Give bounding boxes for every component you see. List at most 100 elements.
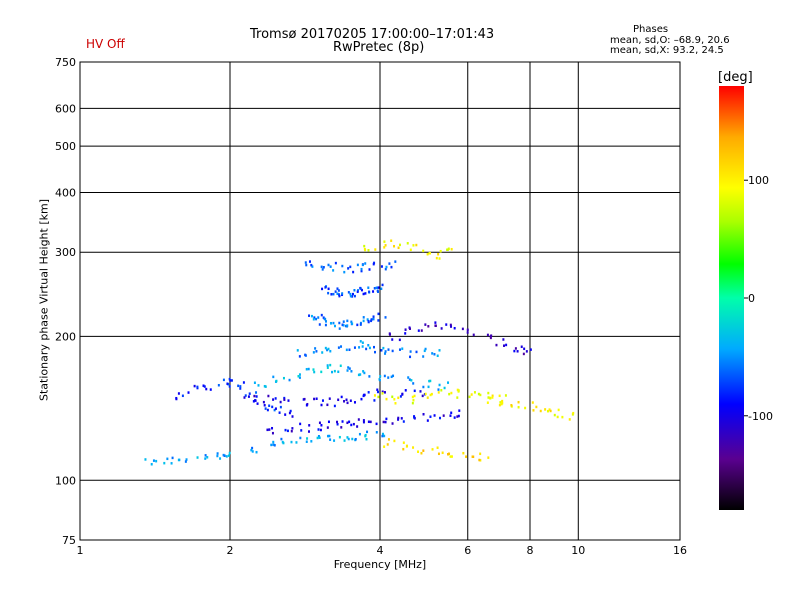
echo-point bbox=[380, 349, 383, 352]
echo-point bbox=[178, 458, 181, 462]
echo-point bbox=[307, 367, 310, 371]
echo-point bbox=[382, 346, 385, 350]
echo-point bbox=[326, 348, 329, 352]
echo-point bbox=[255, 450, 258, 454]
echo-point bbox=[359, 287, 362, 290]
echo-point bbox=[326, 366, 329, 369]
echo-point bbox=[499, 401, 502, 404]
echo-point bbox=[422, 385, 425, 389]
echo-point bbox=[290, 440, 293, 444]
echo-point bbox=[426, 419, 429, 422]
echo-point bbox=[340, 345, 343, 348]
echo-point bbox=[447, 381, 450, 384]
x-tick-label: 8 bbox=[527, 544, 534, 557]
echo-point bbox=[448, 392, 451, 396]
echo-point bbox=[326, 403, 329, 407]
echo-point bbox=[359, 373, 362, 376]
echo-point bbox=[362, 292, 365, 296]
echo-point bbox=[358, 432, 361, 436]
echo-point bbox=[368, 375, 371, 378]
echo-point bbox=[216, 452, 219, 455]
echo-point bbox=[375, 422, 378, 426]
echo-point bbox=[193, 384, 196, 388]
echo-point bbox=[345, 348, 348, 352]
echo-point bbox=[320, 313, 323, 317]
echo-point bbox=[352, 270, 355, 274]
echo-point bbox=[360, 288, 363, 292]
echo-point bbox=[351, 437, 354, 441]
echo-point bbox=[333, 369, 336, 373]
echo-point bbox=[370, 318, 373, 321]
echo-point bbox=[449, 323, 452, 327]
x-tick-label: 4 bbox=[377, 544, 384, 557]
echo-point bbox=[308, 260, 311, 263]
echo-point bbox=[204, 457, 207, 460]
echo-point bbox=[155, 459, 158, 463]
echo-point bbox=[362, 370, 365, 373]
echo-point bbox=[478, 458, 481, 462]
echo-point bbox=[434, 324, 437, 327]
echo-point bbox=[400, 417, 403, 420]
echo-point bbox=[436, 354, 439, 358]
echo-point bbox=[327, 291, 330, 295]
echo-point bbox=[338, 294, 341, 298]
echo-point bbox=[368, 346, 371, 350]
echo-point bbox=[206, 456, 209, 459]
echo-point bbox=[413, 394, 416, 398]
echo-point bbox=[375, 431, 378, 434]
echo-point bbox=[549, 409, 552, 413]
echo-point bbox=[420, 329, 423, 332]
echo-point bbox=[409, 350, 412, 353]
echo-point bbox=[384, 316, 387, 319]
echo-point bbox=[348, 420, 351, 424]
y-tick-labels: 75 100 200 300 400 500 600 750 bbox=[55, 56, 76, 547]
echo-point bbox=[345, 324, 348, 328]
echo-point bbox=[252, 400, 255, 403]
echo-point bbox=[332, 292, 335, 296]
echo-point bbox=[262, 400, 265, 404]
echo-point bbox=[283, 396, 286, 400]
echo-point bbox=[337, 346, 340, 349]
echo-point bbox=[501, 401, 504, 405]
echo-point bbox=[196, 385, 199, 389]
echo-point bbox=[337, 398, 340, 402]
echo-point bbox=[556, 415, 559, 419]
echo-point bbox=[368, 290, 371, 294]
echo-point bbox=[364, 292, 367, 295]
y-tick-label: 75 bbox=[62, 534, 76, 547]
echo-point bbox=[479, 459, 482, 462]
echo-point bbox=[407, 376, 410, 379]
echo-point bbox=[384, 244, 387, 247]
echo-point bbox=[271, 426, 274, 430]
echo-point bbox=[298, 373, 301, 376]
echo-point bbox=[377, 286, 380, 289]
echo-point bbox=[349, 294, 352, 298]
echo-point bbox=[313, 316, 316, 319]
echo-point bbox=[341, 323, 344, 327]
echo-point bbox=[343, 439, 346, 442]
echo-point bbox=[310, 440, 313, 443]
echo-point bbox=[427, 325, 430, 328]
grid-lines bbox=[80, 62, 680, 540]
echo-point bbox=[282, 376, 285, 380]
echo-point bbox=[337, 370, 340, 374]
echo-point bbox=[487, 396, 490, 399]
echo-point bbox=[334, 290, 337, 293]
echo-point bbox=[501, 399, 504, 403]
echo-point bbox=[310, 263, 313, 267]
echo-point bbox=[321, 399, 324, 402]
echo-point bbox=[349, 292, 352, 296]
echo-point bbox=[255, 395, 258, 398]
x-tick-label: 6 bbox=[464, 544, 471, 557]
echo-point bbox=[251, 450, 254, 453]
echo-point bbox=[333, 439, 336, 442]
echo-point bbox=[479, 393, 482, 397]
echo-point bbox=[489, 335, 492, 338]
echo-point bbox=[317, 428, 320, 431]
echo-point bbox=[342, 320, 345, 323]
echo-point bbox=[291, 427, 294, 430]
echo-point bbox=[242, 381, 245, 384]
echo-point bbox=[346, 319, 349, 323]
echo-point bbox=[487, 391, 490, 395]
echo-point bbox=[351, 292, 354, 296]
